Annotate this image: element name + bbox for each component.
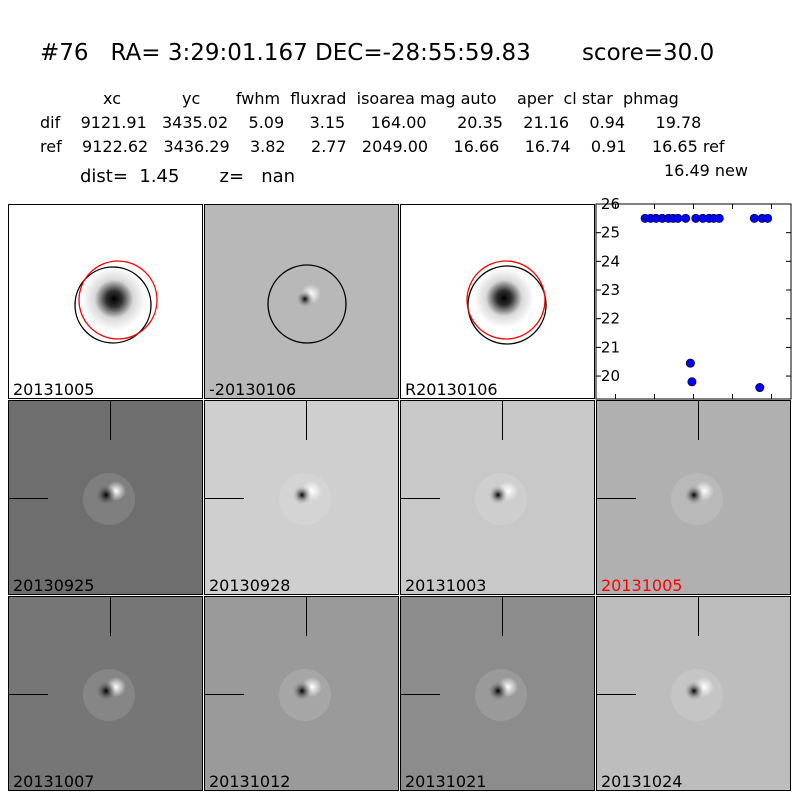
crosshair-vertical (698, 401, 699, 440)
plot-frame (595, 203, 792, 400)
y-tick-label: 22 (601, 310, 620, 328)
crosshair-horizontal (205, 498, 244, 499)
crosshair-horizontal (597, 498, 636, 499)
new-row: 16.49 new (664, 161, 748, 180)
dif-row: dif 9121.91 3435.02 5.09 3.15 164.00 20.… (40, 113, 702, 132)
y-tick-label: 23 (601, 281, 620, 299)
source-blob (474, 268, 534, 328)
ref-aperture-circle (78, 260, 158, 340)
data-point (687, 377, 697, 387)
crosshair-horizontal (9, 498, 48, 499)
difference-stamp[interactable]: -20130106 (204, 204, 399, 399)
residual-dark (296, 290, 314, 308)
epoch-stamp-image (205, 597, 398, 790)
epoch-label: 20131012 (209, 772, 291, 791)
stamp-label: -20130106 (209, 380, 297, 399)
epoch-label: 20130925 (13, 576, 95, 595)
ref-aperture-circle (466, 260, 546, 340)
candidate-title: #76 RA= 3:29:01.167 DEC=-28:55:59.83 sco… (40, 40, 715, 66)
epoch-stamp[interactable]: 20130925 (8, 400, 203, 595)
crosshair-vertical (502, 597, 503, 636)
reference-stamp[interactable]: R20130106 (400, 204, 595, 399)
epoch-stamp-image (9, 401, 202, 594)
epoch-label: 20131021 (405, 772, 487, 791)
residual-dark (684, 485, 704, 505)
ref-row: ref 9122.62 3436.29 3.82 2.77 2049.00 16… (40, 137, 725, 156)
difference-stamp-image (205, 205, 398, 398)
y-tick-label: 25 (601, 224, 620, 242)
columns-header: xc yc fwhm fluxrad isoarea mag auto aper… (103, 89, 679, 108)
distance-readout: dist= 1.45 z= nan (80, 166, 296, 187)
epoch-label: 20131007 (13, 772, 95, 791)
epoch-stamp[interactable]: 20131012 (204, 596, 399, 791)
aperture-circle (267, 264, 347, 344)
data-point (714, 213, 724, 223)
y-tick-label: 24 (601, 252, 620, 270)
residual-dark (96, 681, 116, 701)
y-tick-label: 26 (601, 195, 620, 213)
aperture-circle (467, 265, 547, 345)
y-tick-label: 20 (601, 367, 620, 385)
crosshair-horizontal (205, 694, 244, 695)
crosshair-horizontal (401, 694, 440, 695)
science-stamp-image (9, 205, 202, 398)
epoch-stamp-image (9, 597, 202, 790)
crosshair-horizontal (401, 498, 440, 499)
science-stamp[interactable]: 20131005 (8, 204, 203, 399)
data-point (755, 383, 765, 393)
data-point (685, 358, 695, 368)
epoch-stamp-image (401, 597, 594, 790)
epoch-stamp[interactable]: 20130928 (204, 400, 399, 595)
epoch-stamp-image (597, 401, 790, 594)
stamp-label: R20130106 (405, 380, 498, 399)
source-blob (82, 267, 146, 331)
stamp-label: 20131005 (13, 380, 95, 399)
data-point (681, 213, 691, 223)
epoch-stamp-image (205, 401, 398, 594)
residual-dark (292, 485, 312, 505)
crosshair-vertical (698, 597, 699, 636)
epoch-stamp[interactable]: 20131024 (596, 596, 791, 791)
epoch-label: 20131003 (405, 576, 487, 595)
epoch-label: 20131005 (601, 576, 683, 595)
data-point (763, 213, 773, 223)
crosshair-horizontal (597, 694, 636, 695)
epoch-stamp-image (401, 401, 594, 594)
crosshair-vertical (306, 597, 307, 636)
epoch-stamp[interactable]: 20131003 (400, 400, 595, 595)
residual-dark (684, 681, 704, 701)
crosshair-vertical (110, 401, 111, 440)
reference-stamp-image (401, 205, 594, 398)
residual-dark (488, 485, 508, 505)
crosshair-vertical (110, 597, 111, 636)
residual-dark (96, 485, 116, 505)
epoch-label: 20130928 (209, 576, 291, 595)
y-tick-label: 21 (601, 338, 620, 356)
crosshair-vertical (502, 401, 503, 440)
epoch-stamp[interactable]: 20131021 (400, 596, 595, 791)
crosshair-vertical (306, 401, 307, 440)
data-point (749, 213, 759, 223)
aperture-circle (74, 266, 152, 344)
residual-dark (292, 681, 312, 701)
epoch-stamp[interactable]: 20131007 (8, 596, 203, 791)
epoch-stamp[interactable]: 20131005 (596, 400, 791, 595)
epoch-stamp-image (597, 597, 790, 790)
data-point (673, 213, 683, 223)
crosshair-horizontal (9, 694, 48, 695)
residual-dark (488, 681, 508, 701)
epoch-label: 20131024 (601, 772, 683, 791)
